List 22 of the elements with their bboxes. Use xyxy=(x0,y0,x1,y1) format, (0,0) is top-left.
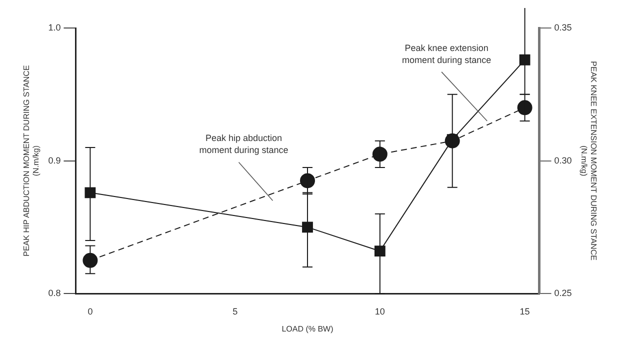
x-tick-label: 5 xyxy=(232,306,238,316)
point xyxy=(82,252,98,268)
point xyxy=(300,173,315,188)
text: Peak hip abduction moment during stance xyxy=(199,133,288,156)
y2-axis-title: PEAK KNEE EXTENSION MOMENT DURING STANCE (N.m/kg) xyxy=(579,61,598,260)
x-tick-label: 10 xyxy=(374,306,385,316)
x-tick-label: 0 xyxy=(88,306,93,316)
y-tick-label: 0.8 xyxy=(48,288,61,298)
y-tick-label: 0.9 xyxy=(48,155,61,166)
y-axis-title: PEAK HIP ABDUCTION MOMENT DURING STANCE (N.m/kg) xyxy=(22,65,41,256)
x-tick-label: 15 xyxy=(520,306,530,316)
point xyxy=(372,146,388,162)
point xyxy=(517,100,532,116)
x-axis-title: LOAD (% BW) xyxy=(282,324,334,334)
text: Peak knee extension moment during stance xyxy=(402,42,492,65)
y2-tick-label: 0.25 xyxy=(554,288,572,298)
y2-tick-label: 0.30 xyxy=(554,155,572,166)
y2-tick-label: 0.35 xyxy=(554,22,572,32)
point xyxy=(84,187,96,198)
y-tick-label: 1.0 xyxy=(48,22,61,32)
point xyxy=(374,246,386,257)
point xyxy=(444,133,460,148)
